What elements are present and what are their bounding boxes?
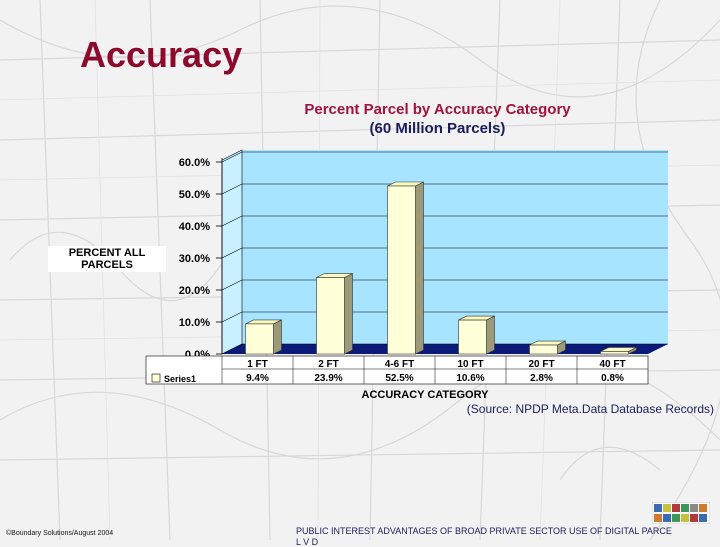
x-tick-label: 20 FT <box>528 359 554 370</box>
y-tick-label: 40.0% <box>179 221 210 233</box>
logo-mosaic <box>652 502 710 524</box>
bar <box>316 277 345 355</box>
chart-side-wall <box>221 149 243 355</box>
chart-back-wall <box>242 150 668 344</box>
data-label: 23.9% <box>314 373 342 384</box>
y-tick-label: 30.0% <box>179 253 210 265</box>
x-tick-label: 40 FT <box>599 359 625 370</box>
gridline <box>221 343 668 355</box>
bar <box>245 323 274 355</box>
footer-presentation-title-line2: L V D <box>296 537 319 547</box>
x-tick-label: 4-6 FT <box>385 359 414 370</box>
source-note: (Source: NPDP Meta.Data Database Records… <box>466 402 714 416</box>
bar <box>600 351 629 355</box>
x-tick-label: 1 FT <box>247 359 268 370</box>
chart-title-line1: Percent Parcel by Accuracy Category <box>304 101 571 118</box>
chart-title-line2: (60 Million Parcels) <box>369 120 506 137</box>
data-label: 2.8% <box>530 373 553 384</box>
y-axis-label-line2: PARCELS <box>81 259 133 271</box>
bar <box>387 185 416 355</box>
legend-swatch <box>151 373 161 383</box>
chart-title: Percent Parcel by Accuracy Category (60 … <box>250 100 625 138</box>
y-tick-label: 20.0% <box>179 285 210 297</box>
x-axis-title: ACCURACY CATEGORY <box>362 389 490 401</box>
gridline <box>221 151 668 163</box>
data-label: 10.6% <box>456 373 484 384</box>
data-label: 9.4% <box>246 373 269 384</box>
slide-title: Accuracy <box>80 34 243 75</box>
footer-copyright: ©Boundary Solutions/August 2004 <box>6 530 114 537</box>
y-axis-label-line1: PERCENT ALL <box>68 247 146 259</box>
gridline <box>221 183 668 195</box>
gridline <box>221 247 668 259</box>
data-label: 0.8% <box>601 373 624 384</box>
bar <box>458 319 487 355</box>
y-tick-label: 50.0% <box>179 189 210 201</box>
footer-presentation-title: PUBLIC INTEREST ADVANTAGES OF BROAD PRIV… <box>296 526 672 536</box>
gridline <box>221 311 668 323</box>
y-tick-label: 10.0% <box>179 317 210 329</box>
data-table <box>145 355 649 385</box>
x-tick-label: 2 FT <box>318 359 339 370</box>
bar-side <box>344 273 353 355</box>
data-label: 52.5% <box>385 373 413 384</box>
x-tick-label: 10 FT <box>457 359 483 370</box>
legend-label: Series1 <box>164 374 196 384</box>
y-tick-label: 60.0% <box>179 157 210 169</box>
bar <box>529 344 558 355</box>
gridline <box>221 215 668 227</box>
bar-side <box>273 319 282 355</box>
bar-side <box>486 315 495 355</box>
bar-side <box>415 181 424 355</box>
gridline <box>221 279 668 291</box>
y-axis-label: PERCENT ALL PARCELS <box>48 246 166 272</box>
